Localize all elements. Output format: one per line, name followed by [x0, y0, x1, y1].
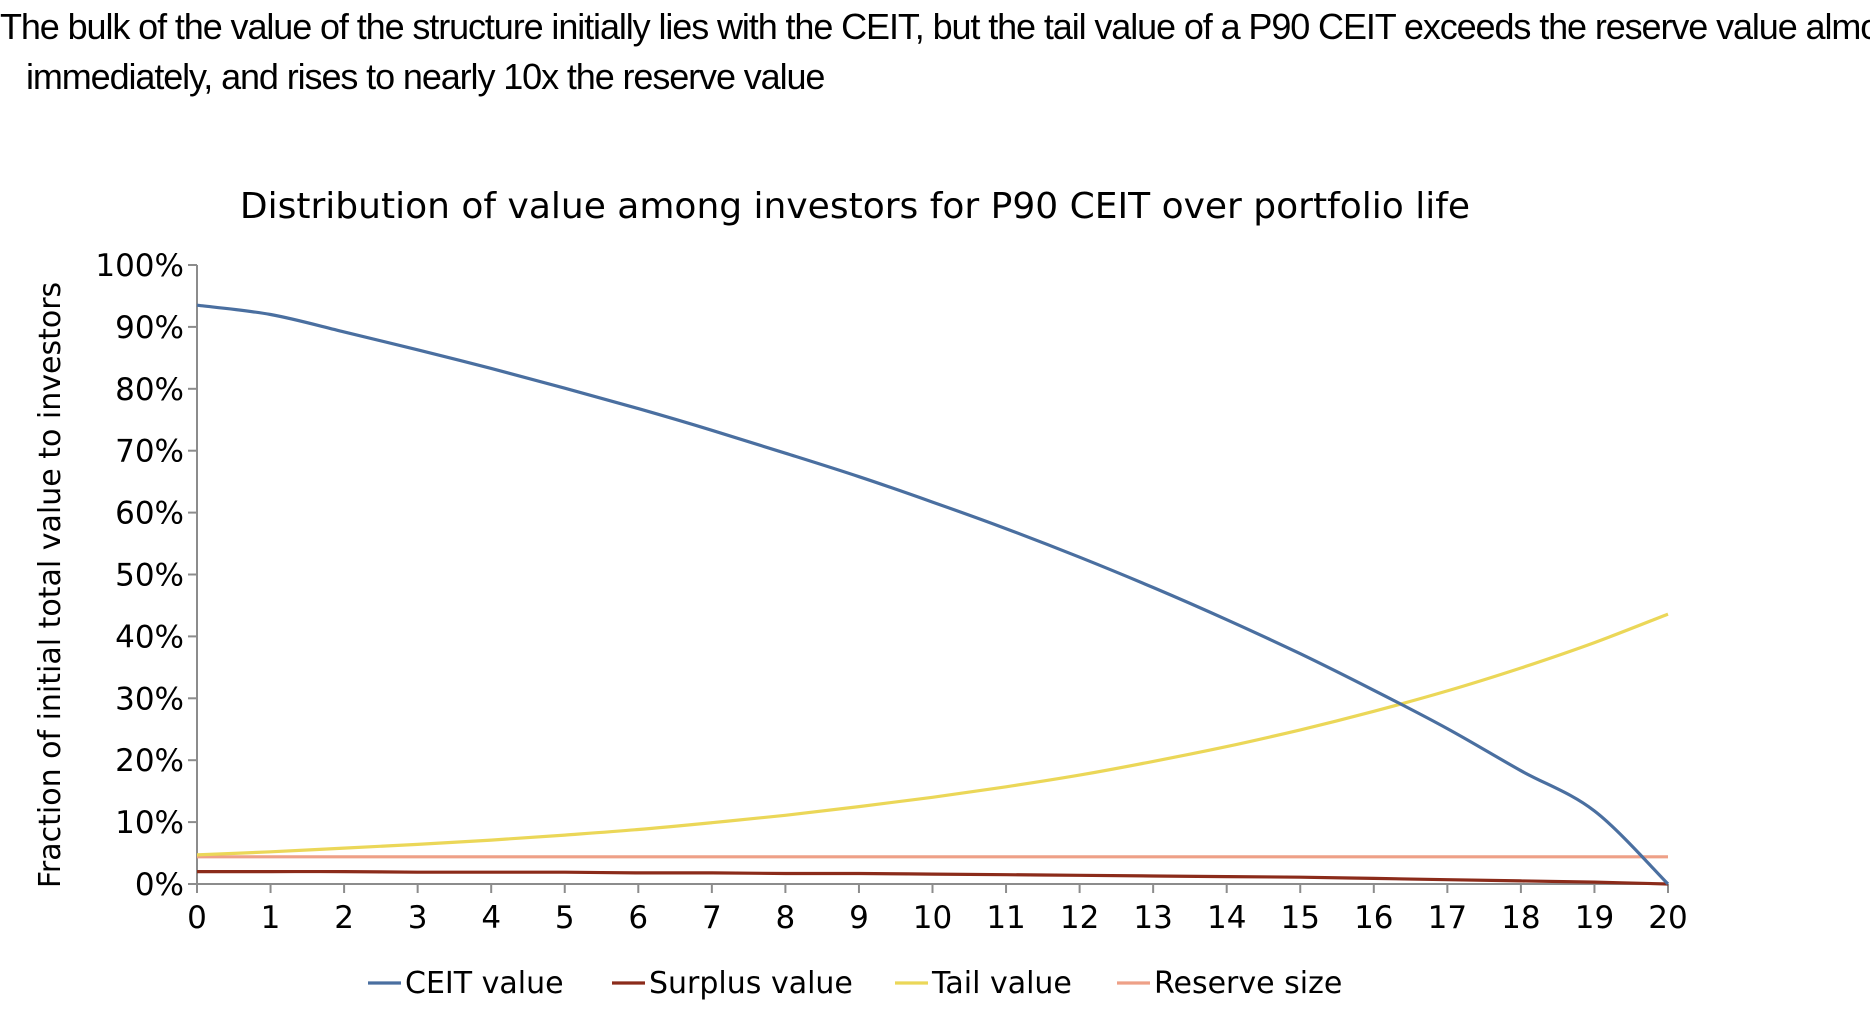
x-tick-label: 8: [776, 900, 796, 936]
y-tick-label: 10%: [115, 805, 184, 841]
x-tick-label: 7: [702, 900, 722, 936]
x-tick-label: 10: [913, 900, 952, 936]
y-tick-label: 40%: [115, 619, 184, 655]
x-tick-label: 11: [986, 900, 1025, 936]
y-tick-label: 50%: [115, 558, 184, 594]
y-tick-label: 100%: [95, 248, 184, 284]
legend-label-surplus-value: Surplus value: [649, 966, 853, 1001]
caption-line-1: The bulk of the value of the structure i…: [0, 6, 1870, 47]
x-tick-label: 4: [481, 900, 501, 936]
x-tick-label: 19: [1575, 900, 1614, 936]
x-tick-label: 1: [261, 900, 281, 936]
x-tick-label: 20: [1648, 900, 1687, 936]
x-tick-label: 3: [408, 900, 428, 936]
x-tick-label: 2: [334, 900, 354, 936]
series-lines: [196, 303, 1670, 886]
x-axis-ticks: 0 1 2 3 4 5 6 7 8 9 10 11 12 13 14 15 16 17 18 19 20: [187, 884, 1688, 936]
y-tick-label: 70%: [115, 434, 184, 470]
x-tick-label: 17: [1428, 900, 1467, 936]
y-tick-label: 30%: [115, 681, 184, 717]
x-tick-label: 6: [628, 900, 648, 936]
chart-title: Distribution of value among investors fo…: [240, 186, 1470, 227]
series-line-ceit-value: [196, 303, 1670, 886]
y-tick-label: 60%: [115, 496, 184, 532]
y-axis-ticks: 0% 10% 20% 30% 40% 50% 60% 70% 80% 90% 100%: [95, 248, 197, 903]
x-tick-label: 9: [849, 900, 869, 936]
x-tick-label: 0: [187, 900, 207, 936]
legend-label-ceit-value: CEIT value: [405, 966, 564, 1001]
legend-label-tail-value: Tail value: [931, 966, 1072, 1001]
y-tick-label: 80%: [115, 372, 184, 408]
x-tick-label: 12: [1060, 900, 1099, 936]
y-tick-label: 20%: [115, 743, 184, 779]
series-line-tail-value: [196, 612, 1669, 857]
x-tick-label: 13: [1133, 900, 1172, 936]
y-axis-title: Fraction of initial total value to inves…: [33, 282, 68, 888]
axes: [196, 265, 1668, 885]
x-tick-label: 18: [1501, 900, 1540, 936]
legend: CEIT value Surplus value Tail value Reserve…: [368, 966, 1342, 1001]
series-line-surplus-value: [197, 869, 1669, 886]
x-tick-label: 15: [1281, 900, 1320, 936]
legend-label-reserve-size: Reserve size: [1154, 966, 1342, 1001]
x-tick-label: 5: [555, 900, 575, 936]
y-tick-label: 90%: [115, 310, 184, 346]
x-tick-label: 14: [1207, 900, 1246, 936]
y-tick-label: 0%: [135, 867, 184, 903]
caption-line-2: immediately, and rises to nearly 10x the…: [26, 56, 825, 97]
x-tick-label: 16: [1354, 900, 1393, 936]
